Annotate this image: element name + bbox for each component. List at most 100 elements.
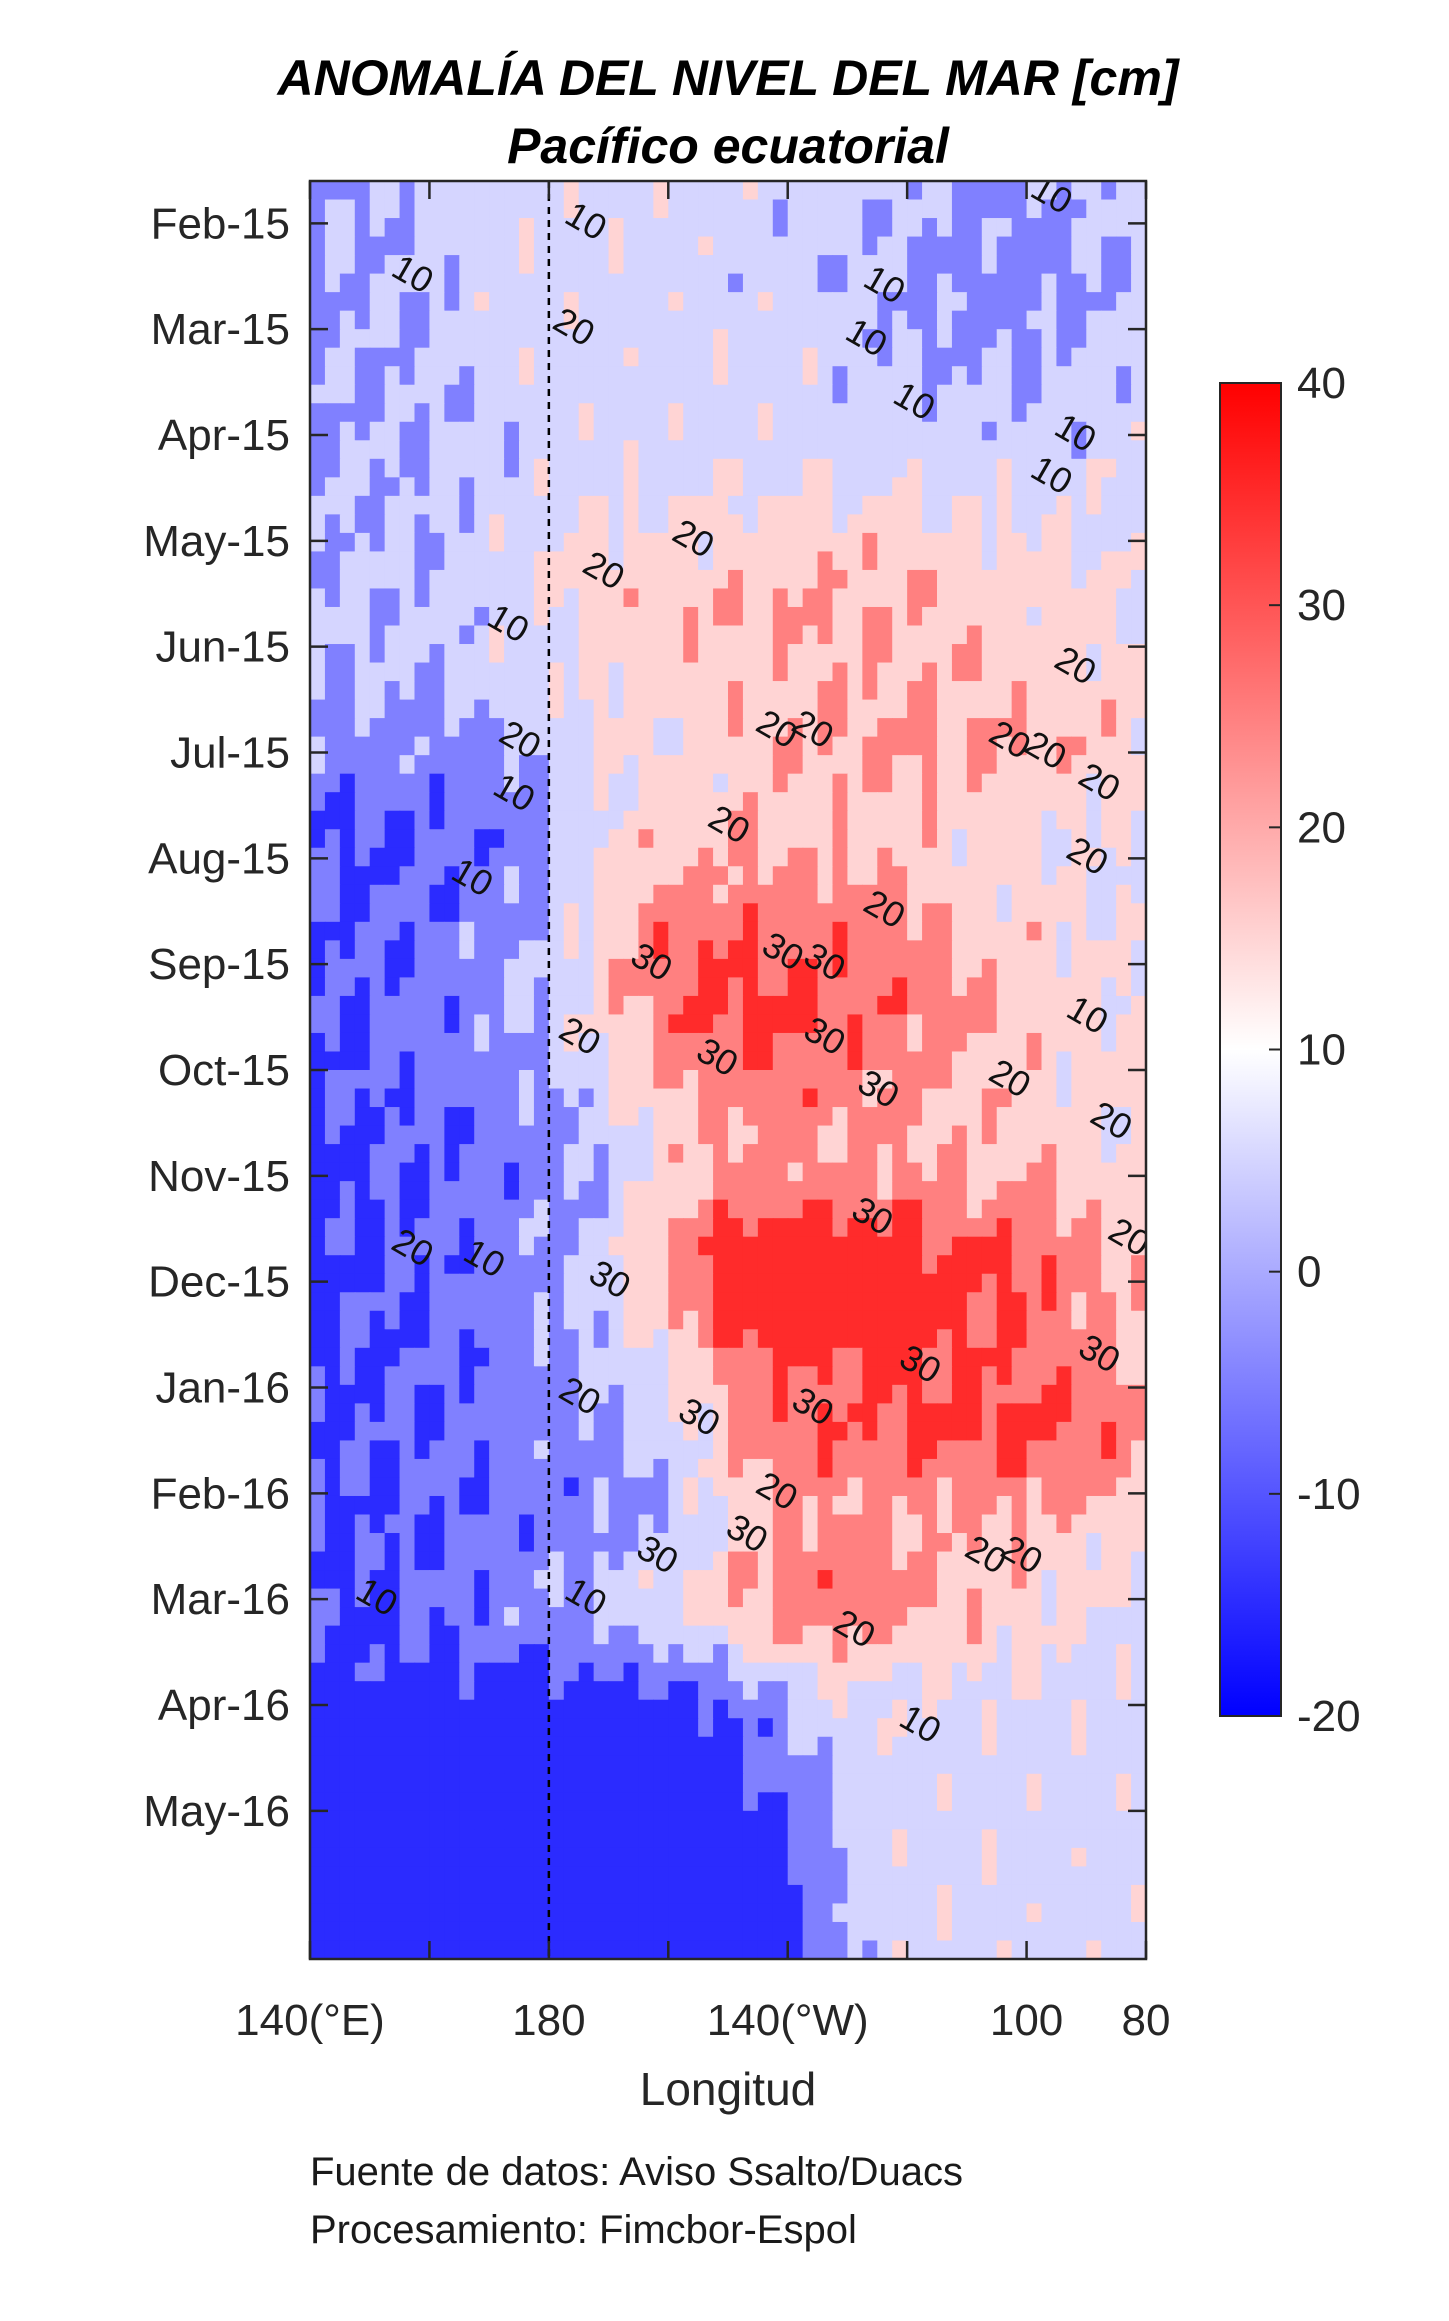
field-cell	[847, 458, 863, 478]
field-cell	[474, 310, 490, 330]
field-cell	[1086, 1588, 1102, 1608]
field-cell	[578, 1125, 595, 1145]
field-cell	[1041, 1403, 1058, 1423]
field-cell	[310, 1533, 326, 1553]
field-cell	[1086, 1644, 1102, 1664]
field-cell	[578, 1014, 595, 1034]
field-cell	[638, 1014, 654, 1034]
field-cell	[1041, 847, 1058, 867]
field-cell	[847, 1644, 863, 1664]
field-cell	[414, 958, 431, 978]
field-cell	[578, 551, 595, 571]
field-cell	[444, 1681, 460, 1701]
field-cell	[578, 1551, 595, 1571]
field-cell	[787, 1125, 804, 1145]
field-cell	[608, 810, 625, 830]
field-cell	[787, 1366, 804, 1386]
field-cell	[1086, 532, 1102, 553]
field-cell	[1116, 1607, 1132, 1627]
field-cell	[1011, 329, 1028, 349]
field-cell	[847, 1014, 863, 1034]
field-cell	[578, 1070, 595, 1090]
field-cell	[533, 736, 550, 756]
field-cell	[354, 1570, 371, 1590]
field-cell	[847, 1051, 863, 1071]
field-cell	[966, 884, 983, 904]
field-cell	[922, 829, 938, 849]
field-cell	[1056, 1681, 1072, 1701]
field-cell	[1131, 1107, 1146, 1127]
field-cell	[369, 588, 386, 608]
field-cell	[937, 1292, 953, 1312]
field-cell	[429, 903, 445, 923]
field-cell	[354, 1588, 371, 1608]
field-cell	[832, 551, 849, 571]
field-cell	[668, 440, 684, 460]
field-cell	[1011, 792, 1028, 812]
field-cell	[623, 1440, 640, 1460]
field-cell	[698, 903, 714, 923]
field-cell	[653, 384, 669, 404]
field-cell	[728, 1310, 744, 1330]
field-cell	[713, 1477, 729, 1497]
field-cell	[981, 773, 998, 793]
field-cell	[399, 292, 416, 312]
field-cell	[474, 1421, 490, 1442]
field-cell	[548, 347, 565, 367]
field-cell	[608, 255, 625, 275]
field-cell	[892, 736, 908, 756]
field-cell	[1056, 1310, 1072, 1330]
field-cell	[877, 1773, 893, 1793]
field-cell	[608, 1292, 625, 1312]
field-cell	[310, 1755, 326, 1775]
field-cell	[324, 958, 341, 978]
field-cell	[563, 236, 580, 256]
field-cell	[354, 1551, 371, 1571]
field-cell	[742, 384, 759, 404]
field-cell	[489, 1662, 505, 1682]
field-cell	[772, 1477, 789, 1497]
field-cell	[922, 347, 938, 367]
field-cell	[892, 1051, 908, 1071]
field-cell	[339, 1625, 356, 1645]
field-cell	[757, 866, 774, 886]
field-cell	[966, 329, 983, 349]
field-cell	[757, 1699, 774, 1719]
field-cell	[578, 495, 595, 515]
field-cell	[832, 532, 849, 553]
field-cell	[713, 662, 729, 682]
field-cell	[1056, 1421, 1072, 1442]
field-cell	[966, 1107, 983, 1127]
field-cell	[638, 1773, 654, 1793]
field-cell	[354, 1773, 371, 1793]
field-cell	[548, 958, 565, 978]
field-cell	[504, 1181, 520, 1201]
field-cell	[504, 329, 520, 349]
field-cell	[742, 1495, 759, 1516]
field-cell	[787, 1773, 804, 1793]
field-cell	[474, 1533, 490, 1553]
field-cell	[787, 699, 804, 719]
field-cell	[1041, 1681, 1058, 1701]
field-cell	[877, 1181, 893, 1201]
field-cell	[981, 1495, 998, 1516]
field-cell	[444, 292, 460, 312]
field-cell	[593, 1458, 610, 1479]
field-cell	[996, 569, 1013, 590]
field-cell	[1116, 1384, 1132, 1404]
field-cell	[533, 755, 550, 775]
field-cell	[817, 1292, 834, 1312]
field-cell	[1071, 1588, 1087, 1608]
field-cell	[1041, 440, 1058, 460]
field-cell	[1131, 1347, 1146, 1367]
field-cell	[1056, 1051, 1072, 1071]
field-cell	[1026, 662, 1043, 682]
field-cell	[698, 495, 714, 515]
field-cell	[638, 1421, 654, 1442]
field-cell	[429, 940, 445, 960]
field-cell	[623, 366, 640, 386]
field-cell	[1041, 977, 1058, 997]
field-cell	[504, 1440, 520, 1460]
field-cell	[996, 1236, 1013, 1256]
field-cell	[951, 958, 968, 978]
